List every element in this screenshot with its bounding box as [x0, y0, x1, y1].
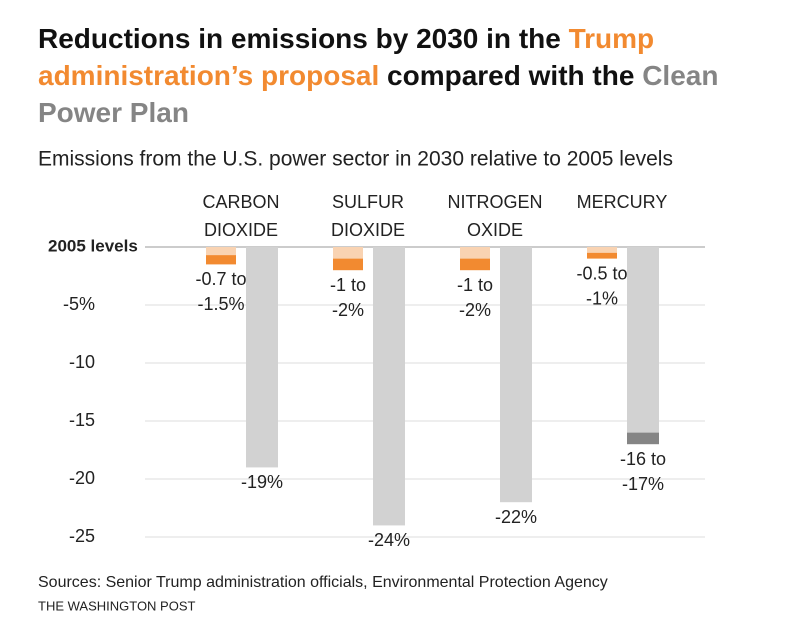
x-tick-label: SULFUR: [332, 192, 404, 212]
y-tick-label: -5%: [63, 294, 95, 314]
y-tick-label: 2005 levels: [48, 236, 138, 255]
bar-range: [587, 252, 617, 259]
value-label: -2%: [459, 300, 491, 320]
value-label: -24%: [368, 530, 410, 550]
bar: [333, 247, 363, 259]
chart-title: Reductions in emissions by 2030 in the T…: [38, 20, 778, 131]
bar: [460, 247, 490, 259]
value-label: -19%: [241, 472, 283, 492]
value-label: -1.5%: [197, 294, 244, 314]
bar: [206, 247, 236, 256]
value-label: -0.7 to: [195, 269, 246, 289]
bar: [627, 247, 659, 433]
bar: [373, 247, 405, 526]
source: Sources: Senior Trump administration off…: [38, 574, 608, 591]
x-tick-label: NITROGEN: [447, 192, 542, 212]
value-label: -1 to: [330, 275, 366, 295]
value-label: -17%: [622, 474, 664, 494]
x-tick-label: CARBON: [202, 192, 279, 212]
value-label: -1 to: [457, 275, 493, 295]
y-tick-label: -25: [69, 526, 95, 546]
x-tick-label: MERCURY: [577, 192, 668, 212]
x-tick-label: OXIDE: [467, 220, 523, 240]
value-label: -0.5 to: [576, 263, 627, 283]
credit: THE WASHINGTON POST: [38, 598, 196, 613]
bar-range: [333, 258, 363, 271]
title-part: compared with the: [387, 60, 635, 91]
title-series: Trump administration’s proposal: [38, 23, 655, 91]
bar-range: [460, 258, 490, 271]
bar: [246, 247, 278, 468]
value-label: -1%: [586, 288, 618, 308]
value-label: -2%: [332, 300, 364, 320]
bar: [500, 247, 532, 503]
y-tick-label: -20: [69, 468, 95, 488]
bar: [587, 247, 617, 253]
title-series: Clean Power Plan: [38, 60, 719, 128]
x-tick-label: DIOXIDE: [331, 220, 405, 240]
subtitle: Emissions from the U.S. power sector in …: [38, 148, 673, 171]
bar-range: [627, 432, 659, 445]
x-tick-label: DIOXIDE: [204, 220, 278, 240]
value-label: -22%: [495, 507, 537, 527]
title-part: Reductions in emissions by 2030 in the: [38, 23, 561, 54]
y-tick-label: -15: [69, 410, 95, 430]
bar-range: [206, 255, 236, 265]
value-label: -16 to: [620, 449, 666, 469]
y-tick-label: -10: [69, 352, 95, 372]
